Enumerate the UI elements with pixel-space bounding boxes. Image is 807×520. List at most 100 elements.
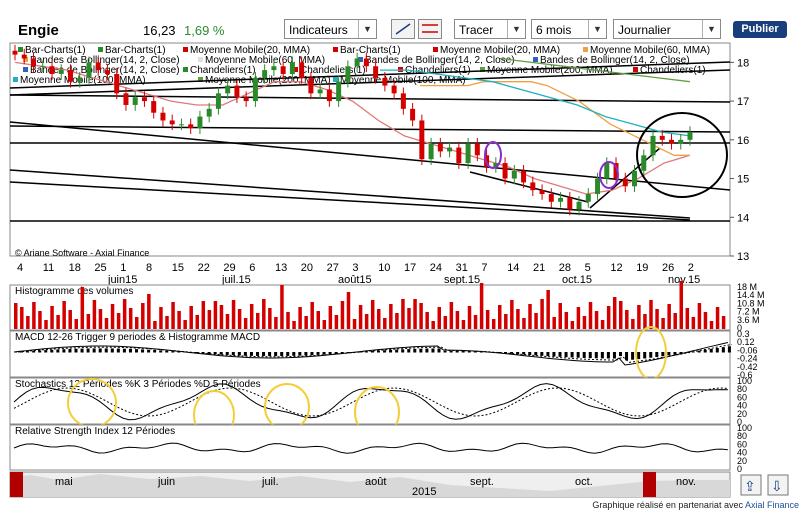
x-day-label: 15 <box>172 262 184 274</box>
volume-bar <box>304 316 308 329</box>
candle-body <box>410 108 416 121</box>
macd-histogram-bar <box>437 348 441 353</box>
navigator-right-handle[interactable] <box>643 472 656 497</box>
navigator-month-label: nov. <box>676 476 696 488</box>
publish-button[interactable]: Publier <box>733 21 787 38</box>
legend-swatch <box>98 47 103 52</box>
volume-bar <box>171 302 175 329</box>
candle-body <box>178 124 184 126</box>
volume-bar <box>334 315 339 329</box>
macd-panel-title: MACD 12-26 Trigger 9 periodes & Histogra… <box>15 332 260 343</box>
x-day-label: 6 <box>249 262 255 274</box>
candle-body <box>345 66 351 82</box>
macd-histogram-bar <box>576 352 580 358</box>
candle-body <box>225 85 231 94</box>
draw-line-button[interactable] <box>391 19 415 39</box>
macd-histogram-bar <box>516 352 520 355</box>
macd-histogram-bar <box>207 352 211 354</box>
footer-text: Graphique réalisé en partenariat avec <box>592 500 743 510</box>
macd-histogram-bar <box>213 352 217 355</box>
macd-axis: 0.30.12-0.06-0.24-0.42-0.6 <box>737 329 758 380</box>
annotation-ellipse-purple <box>599 161 619 189</box>
macd-histogram-bar <box>116 348 120 353</box>
volume-bar <box>219 305 224 329</box>
macd-histogram-bar <box>655 352 659 357</box>
macd-histogram-bar <box>528 352 532 355</box>
volume-bar <box>546 290 550 329</box>
interval-select[interactable]: Journalier ▼ <box>613 19 721 39</box>
x-month-label: août15 <box>338 274 372 286</box>
volume-bar <box>92 300 97 329</box>
period-select[interactable]: 6 mois ▼ <box>531 19 607 39</box>
candle-body <box>595 178 601 195</box>
macd-histogram-bar <box>364 351 368 353</box>
draw-label: Tracer <box>459 23 494 37</box>
price-tick-label: 17 <box>737 96 749 108</box>
legend-swatch <box>293 67 298 72</box>
navigator-left-handle[interactable] <box>10 472 23 497</box>
candle-body <box>363 58 369 67</box>
macd-histogram-bar <box>334 352 338 354</box>
macd-histogram-bar <box>673 352 677 355</box>
legend-swatch <box>13 77 18 82</box>
volume-bar <box>516 309 520 329</box>
volume-bar <box>528 304 532 329</box>
macd-histogram-bar <box>389 349 393 353</box>
footer-brand[interactable]: Axial Finance <box>744 500 799 510</box>
indicators-dropdown[interactable]: Indicateurs ▼ <box>284 19 377 39</box>
volume-bar <box>153 321 157 329</box>
legend-entry: Chandeliers(1) <box>640 65 706 76</box>
draw-horizontal-button[interactable] <box>418 19 442 39</box>
legend-swatch <box>333 47 338 52</box>
candle-body <box>493 163 499 167</box>
candle-body <box>539 190 545 195</box>
candle-body <box>511 170 517 179</box>
x-day-label: 26 <box>662 262 674 274</box>
legend-entry: Moyenne Mobile(60, MMA) <box>590 45 710 56</box>
volume-bar <box>637 305 641 329</box>
x-day-label: 14 <box>507 262 519 274</box>
draw-dropdown[interactable]: Tracer ▼ <box>454 19 526 39</box>
macd-histogram-bar <box>431 348 435 353</box>
moving-average-line <box>380 69 691 137</box>
volume-bar <box>316 311 320 329</box>
volume-bar <box>80 287 85 329</box>
volume-bar <box>522 318 526 329</box>
macd-line <box>13 342 729 366</box>
legend-entry: Moyenne Mobile(200, MMA) <box>487 65 613 76</box>
volume-bar <box>135 317 139 329</box>
symbol-title: Engie <box>18 22 59 39</box>
navigator-month-label: oct. <box>575 476 593 488</box>
x-day-label: 27 <box>327 262 339 274</box>
macd-histogram-bar <box>383 350 387 353</box>
x-month-label: juin15 <box>107 274 137 286</box>
print-button[interactable] <box>767 474 789 496</box>
volume-bar <box>606 306 611 329</box>
export-button[interactable] <box>740 474 762 496</box>
volume-bar <box>619 301 623 329</box>
x-day-label: 22 <box>198 262 210 274</box>
navigator-month-label: mai <box>55 476 73 488</box>
macd-histogram-bar <box>243 352 247 356</box>
volume-bar <box>62 301 66 329</box>
macd-histogram-bar <box>721 347 725 353</box>
candle-body <box>456 147 462 164</box>
candle-body <box>530 182 536 191</box>
macd-histogram-bar <box>649 352 653 358</box>
macd-tick-label: 0.3 <box>737 329 750 339</box>
x-day-label: 2 <box>688 262 694 274</box>
volume-bar <box>237 309 242 329</box>
candle-body <box>465 143 471 164</box>
volume-bar <box>116 313 121 329</box>
volume-bar <box>449 302 454 329</box>
candle-body <box>400 93 406 109</box>
x-month-label: oct.15 <box>562 274 592 286</box>
macd-histogram-bar <box>141 349 145 353</box>
legend-entry: Bandes de Bollinger(14, 2, Close) <box>365 55 515 66</box>
candle-body <box>391 85 397 94</box>
volume-bar <box>389 304 393 329</box>
macd-histogram-bar <box>20 351 24 353</box>
macd-histogram-bar <box>328 352 332 355</box>
rsi-tick-label: 100 <box>737 423 752 433</box>
volume-bar <box>395 313 399 329</box>
